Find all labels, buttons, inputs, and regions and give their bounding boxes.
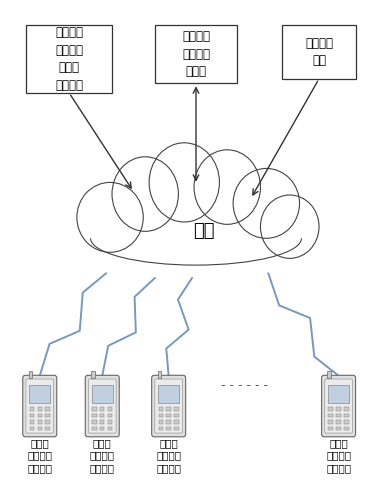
Bar [174, 420, 179, 424]
Bar [336, 414, 341, 418]
Bar [30, 414, 34, 418]
Bar [158, 427, 163, 430]
Ellipse shape [233, 168, 299, 238]
Bar [158, 372, 161, 378]
Bar [45, 420, 50, 424]
Bar [344, 420, 348, 424]
Bar [167, 414, 171, 418]
Ellipse shape [112, 157, 178, 231]
Bar [38, 427, 42, 430]
Bar [92, 427, 96, 430]
Bar [167, 427, 171, 430]
Bar [30, 427, 34, 430]
Bar [45, 408, 50, 411]
Text: 智能卡
读写设备
（前端）: 智能卡 读写设备 （前端） [326, 438, 351, 473]
Bar [167, 408, 171, 411]
Bar [167, 420, 171, 424]
Ellipse shape [194, 150, 260, 224]
Bar [158, 385, 179, 403]
Bar [91, 372, 94, 378]
Bar [344, 427, 348, 430]
Bar [336, 408, 341, 411]
Text: 银行结算
系统: 银行结算 系统 [305, 36, 333, 67]
Bar [108, 427, 113, 430]
Bar [328, 414, 333, 418]
Bar [282, 25, 356, 79]
Bar [174, 427, 179, 430]
FancyBboxPatch shape [88, 379, 116, 433]
Bar [38, 408, 42, 411]
Bar [45, 414, 50, 418]
Bar [92, 408, 96, 411]
Bar [327, 372, 331, 378]
FancyBboxPatch shape [26, 379, 54, 433]
Bar [344, 414, 348, 418]
Bar [336, 427, 341, 430]
Bar [29, 372, 32, 378]
Bar [26, 25, 112, 93]
Bar [108, 414, 113, 418]
Bar [158, 420, 163, 424]
Bar [174, 408, 179, 411]
Bar [45, 427, 50, 430]
Bar [155, 25, 237, 84]
Ellipse shape [149, 143, 220, 222]
Bar [344, 408, 348, 411]
Text: - - - - - -: - - - - - - [221, 379, 269, 392]
FancyBboxPatch shape [155, 379, 183, 433]
Bar [328, 408, 333, 411]
FancyBboxPatch shape [23, 375, 57, 437]
FancyBboxPatch shape [152, 375, 186, 437]
Text: 智能卡
读写设备
（前端）: 智能卡 读写设备 （前端） [156, 438, 181, 473]
Ellipse shape [77, 182, 143, 252]
Ellipse shape [91, 212, 301, 265]
Text: 智能卡
读写设备
（前端）: 智能卡 读写设备 （前端） [27, 438, 52, 473]
Bar [174, 414, 179, 418]
Bar [100, 420, 104, 424]
Bar [328, 385, 349, 403]
Bar [38, 420, 42, 424]
FancyBboxPatch shape [325, 379, 352, 433]
Bar [30, 420, 34, 424]
Bar [158, 414, 163, 418]
Ellipse shape [91, 206, 301, 266]
Bar [108, 420, 113, 424]
Bar [30, 408, 34, 411]
FancyBboxPatch shape [85, 375, 119, 437]
Bar [92, 385, 113, 403]
Text: 网络: 网络 [193, 222, 214, 240]
Text: 智能卡自
动充值管
理系统: 智能卡自 动充值管 理系统 [182, 30, 210, 78]
FancyBboxPatch shape [321, 375, 356, 437]
Bar [158, 408, 163, 411]
Bar [100, 414, 104, 418]
Bar [336, 420, 341, 424]
Text: 智能卡
读写设备
（前端）: 智能卡 读写设备 （前端） [90, 438, 115, 473]
Bar [328, 420, 333, 424]
Bar [100, 408, 104, 411]
Text: 智能卡读
写设备管
理系统
（后台）: 智能卡读 写设备管 理系统 （后台） [55, 26, 83, 92]
Bar [108, 408, 113, 411]
Bar [29, 385, 50, 403]
Bar [100, 427, 104, 430]
Bar [92, 420, 96, 424]
Bar [38, 414, 42, 418]
Bar [92, 414, 96, 418]
Bar [328, 427, 333, 430]
Ellipse shape [260, 195, 319, 258]
